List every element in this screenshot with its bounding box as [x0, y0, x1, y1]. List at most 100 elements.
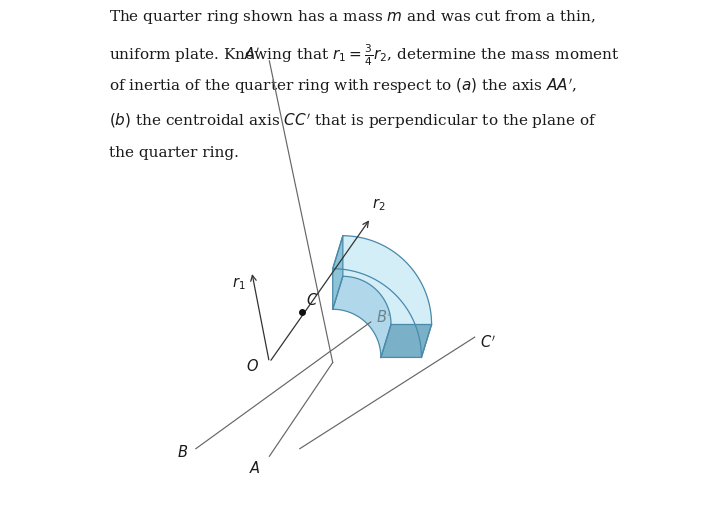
- Polygon shape: [341, 236, 352, 269]
- Text: $C$: $C$: [306, 292, 318, 308]
- Polygon shape: [366, 242, 377, 276]
- Polygon shape: [339, 277, 350, 310]
- Polygon shape: [354, 281, 365, 315]
- Polygon shape: [374, 300, 385, 333]
- Polygon shape: [379, 312, 390, 345]
- Polygon shape: [378, 309, 389, 343]
- Polygon shape: [417, 295, 427, 329]
- Polygon shape: [373, 299, 384, 333]
- Polygon shape: [404, 271, 414, 305]
- Text: $B$: $B$: [177, 444, 189, 460]
- Polygon shape: [381, 317, 390, 351]
- Polygon shape: [365, 288, 376, 322]
- Polygon shape: [381, 321, 391, 355]
- Polygon shape: [342, 236, 354, 269]
- Polygon shape: [348, 237, 359, 270]
- Polygon shape: [371, 295, 381, 329]
- Polygon shape: [336, 236, 347, 269]
- Polygon shape: [334, 236, 345, 269]
- Polygon shape: [383, 251, 393, 284]
- Polygon shape: [411, 283, 421, 317]
- Polygon shape: [374, 246, 385, 280]
- Polygon shape: [421, 314, 431, 348]
- Polygon shape: [378, 308, 388, 341]
- Polygon shape: [389, 256, 400, 289]
- Polygon shape: [381, 319, 390, 352]
- Polygon shape: [370, 294, 381, 328]
- Polygon shape: [417, 296, 427, 330]
- Polygon shape: [372, 297, 383, 330]
- Polygon shape: [381, 318, 390, 352]
- Polygon shape: [355, 282, 366, 315]
- Polygon shape: [366, 290, 377, 323]
- Text: The quarter ring shown has a mass $m$ and was cut from a thin,: The quarter ring shown has a mass $m$ an…: [109, 8, 595, 26]
- Polygon shape: [414, 290, 425, 324]
- Polygon shape: [414, 289, 425, 323]
- Polygon shape: [352, 280, 363, 314]
- Polygon shape: [354, 238, 365, 271]
- Polygon shape: [410, 281, 421, 315]
- Text: uniform plate. Knowing that $r_1 = \frac{3}{4}r_2$, determine the mass moment: uniform plate. Knowing that $r_1 = \frac…: [109, 42, 619, 67]
- Polygon shape: [383, 251, 395, 285]
- Polygon shape: [369, 243, 381, 277]
- Polygon shape: [421, 313, 431, 347]
- Polygon shape: [340, 236, 351, 269]
- Polygon shape: [366, 290, 377, 323]
- Polygon shape: [350, 237, 361, 271]
- Polygon shape: [354, 282, 366, 315]
- Polygon shape: [357, 239, 369, 272]
- Polygon shape: [416, 294, 426, 328]
- Polygon shape: [380, 314, 390, 347]
- Polygon shape: [379, 249, 390, 282]
- Polygon shape: [369, 293, 379, 326]
- Polygon shape: [376, 247, 387, 280]
- Polygon shape: [335, 276, 346, 309]
- Polygon shape: [348, 279, 359, 312]
- Polygon shape: [343, 277, 354, 310]
- Polygon shape: [359, 240, 371, 273]
- Polygon shape: [347, 278, 358, 312]
- Polygon shape: [381, 322, 391, 356]
- Text: $B'$: $B'$: [376, 310, 392, 326]
- Polygon shape: [369, 294, 380, 327]
- Polygon shape: [397, 263, 407, 297]
- Polygon shape: [333, 236, 343, 309]
- Polygon shape: [368, 292, 378, 325]
- Polygon shape: [357, 282, 367, 316]
- Polygon shape: [385, 253, 396, 286]
- Polygon shape: [381, 320, 391, 353]
- Text: $O$: $O$: [246, 358, 259, 374]
- Polygon shape: [333, 236, 344, 269]
- Polygon shape: [381, 250, 393, 284]
- Polygon shape: [370, 244, 381, 277]
- Polygon shape: [419, 307, 430, 341]
- Polygon shape: [352, 280, 362, 313]
- Polygon shape: [420, 309, 431, 343]
- Polygon shape: [421, 315, 431, 349]
- Polygon shape: [413, 286, 424, 320]
- Polygon shape: [337, 277, 349, 310]
- Polygon shape: [363, 287, 373, 320]
- Polygon shape: [358, 239, 369, 273]
- Polygon shape: [415, 293, 426, 327]
- Polygon shape: [367, 291, 378, 324]
- Polygon shape: [408, 278, 419, 312]
- Polygon shape: [376, 247, 388, 281]
- Polygon shape: [349, 237, 360, 270]
- Polygon shape: [415, 292, 426, 325]
- Polygon shape: [376, 304, 386, 337]
- Polygon shape: [347, 278, 357, 311]
- Polygon shape: [345, 237, 356, 270]
- Polygon shape: [380, 316, 390, 349]
- Polygon shape: [373, 245, 385, 279]
- Text: $A$: $A$: [249, 460, 261, 477]
- Polygon shape: [357, 283, 368, 316]
- Polygon shape: [337, 236, 349, 269]
- Polygon shape: [361, 240, 373, 274]
- Polygon shape: [356, 239, 367, 272]
- Polygon shape: [342, 277, 353, 310]
- Polygon shape: [379, 311, 389, 344]
- Polygon shape: [376, 304, 387, 338]
- Polygon shape: [405, 274, 417, 308]
- Polygon shape: [400, 267, 411, 300]
